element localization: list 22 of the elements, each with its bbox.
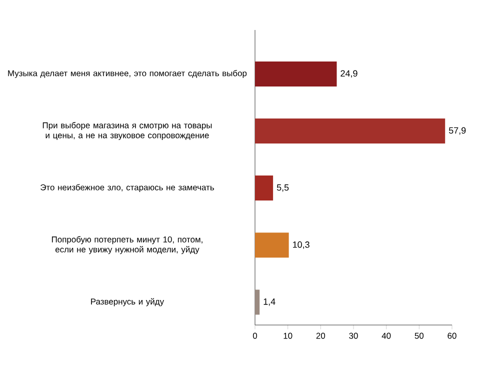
x-tick-label: 50 — [414, 332, 424, 339]
x-tick-label: 30 — [349, 332, 358, 339]
x-tick-label: 10 — [284, 332, 292, 339]
y-tick-label: Это неизбежное зло, стараюсь не замечать — [40, 184, 214, 192]
data-label: 1,4 — [264, 298, 276, 306]
bar — [255, 118, 446, 144]
data-label: 24,9 — [340, 70, 358, 78]
y-tick-label: Попробую потерпеть минут 10, потом, если не увижу нужной модели, уйду — [52, 236, 202, 254]
bar — [255, 232, 289, 258]
y-tick-label: Музыка делает меня активнее, это помогает сделать выбор — [8, 70, 247, 78]
data-label: 57,9 — [448, 127, 466, 135]
data-label: 5,5 — [276, 184, 289, 192]
x-tick-label: 60 — [448, 332, 456, 339]
x-tick-label: 40 — [382, 332, 391, 339]
bar — [255, 290, 260, 315]
data-label: 10,3 — [293, 241, 310, 249]
x-tick-label: 0 — [252, 332, 258, 339]
bar — [255, 61, 337, 86]
y-tick-label: Развернусь и уйду — [91, 298, 164, 306]
y-tick-label: При выборе магазина я смотрю на товары и цены, а не на звуковое сопровождение — [42, 122, 212, 140]
x-tick-label: 20 — [316, 332, 326, 339]
bar — [255, 176, 274, 201]
